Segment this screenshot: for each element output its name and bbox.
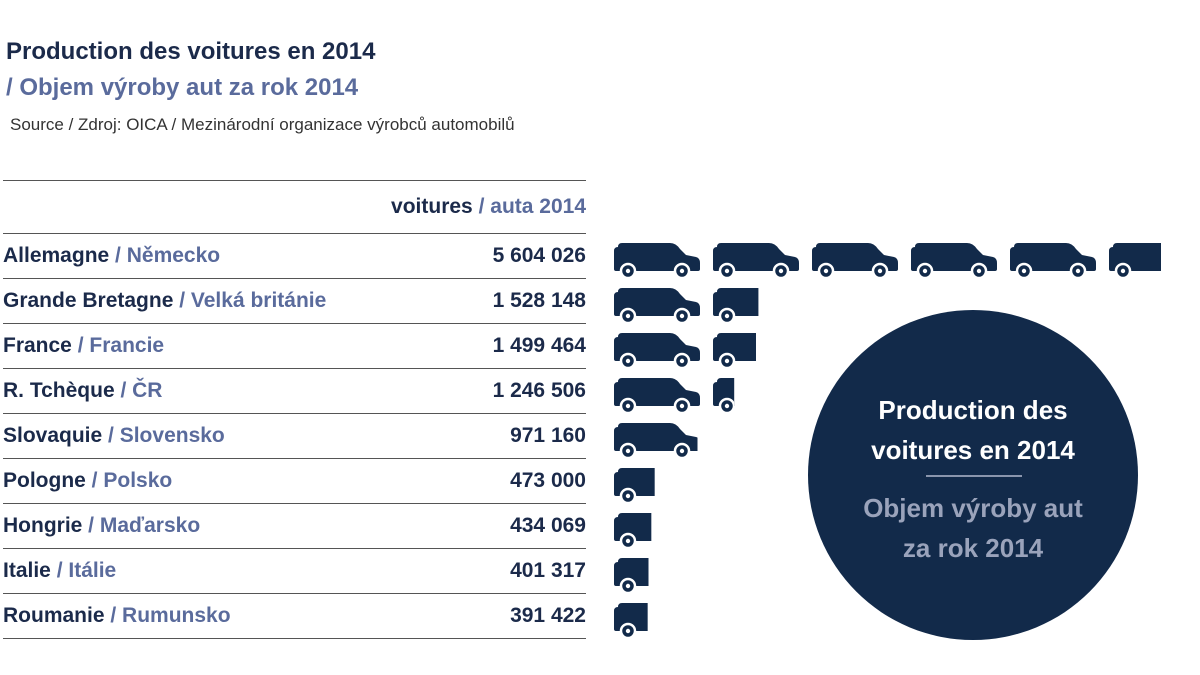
country-sep: / — [71, 334, 90, 357]
badge-line-3: Objem výroby aut — [863, 493, 1083, 523]
car-icon — [614, 603, 648, 640]
country-sep: / — [114, 379, 133, 402]
country-sep: / — [85, 469, 104, 492]
country-name-fr: France — [3, 334, 72, 357]
country-name-cz: Německo — [126, 244, 221, 267]
value-label: 1 528 148 — [492, 289, 586, 312]
country-sep: / — [173, 289, 191, 312]
table-row: Grande Bretagne / Velká británie 1 528 14… — [3, 279, 586, 324]
country-name-fr: R. Tchèque — [3, 379, 115, 402]
country-name-fr: Italie — [3, 559, 51, 582]
car-icon — [713, 378, 735, 415]
country-name-cz: Rumunsko — [122, 604, 231, 627]
badge-title-fr: Production des voitures en 2014 — [808, 390, 1138, 470]
country-name-fr: Allemagne — [3, 244, 110, 267]
column-label-sep: / — [472, 195, 491, 218]
column-label-cz: auta 2014 — [490, 195, 586, 218]
car-icon — [614, 513, 652, 550]
value-label: 1 499 464 — [492, 334, 586, 357]
chart-title: Production des voitures en 2014 — [6, 38, 376, 65]
badge-line-2: voitures en 2014 — [871, 435, 1075, 465]
table-row: Italie / Itálie 401 317 — [3, 549, 586, 594]
badge-title-cz: Objem výroby aut za rok 2014 — [808, 488, 1138, 568]
country-sep: / — [82, 514, 100, 537]
country-label: Hongrie / Maďarsko — [3, 514, 200, 538]
country-name-cz: Velká británie — [190, 289, 327, 312]
value-label: 5 604 026 — [492, 244, 586, 267]
table-row: Hongrie / Maďarsko 434 069 — [3, 504, 586, 549]
summary-badge: Production des voitures en 2014 Objem vý… — [808, 310, 1138, 640]
car-icon — [713, 288, 759, 325]
table-header: voitures / auta 2014 — [3, 180, 586, 234]
country-sep: / — [102, 424, 120, 447]
value-label: 971 160 — [510, 424, 586, 447]
table-row: Slovaquie / Slovensko 971 160 — [3, 414, 586, 459]
car-icon — [614, 423, 698, 460]
value-label: 401 317 — [510, 559, 586, 582]
country-name-fr: Slovaquie — [3, 424, 103, 447]
table-row: France / Francie 1 499 464 — [3, 324, 586, 369]
car-icon — [614, 243, 700, 280]
badge-line-1: Production des — [878, 395, 1068, 425]
table-row: Allemagne / Německo 5 604 026 — [3, 234, 586, 279]
car-icon — [713, 243, 799, 280]
chart-subtitle: / Objem výroby aut za rok 2014 — [6, 74, 359, 101]
country-name-cz: Slovensko — [119, 424, 225, 447]
source-note: Source / Zdroj: OICA / Mezinárodní organ… — [10, 115, 515, 134]
country-label: Roumanie / Rumunsko — [3, 604, 231, 628]
country-label: Grande Bretagne / Velká británie — [3, 289, 326, 313]
table-row: Pologne / Polsko 473 000 — [3, 459, 586, 504]
car-icon — [713, 333, 756, 370]
country-label: France / Francie — [3, 334, 164, 358]
country-name-cz: Francie — [89, 334, 165, 357]
car-icon — [614, 468, 655, 505]
badge-line-4: za rok 2014 — [902, 533, 1044, 563]
production-table: voitures / auta 2014 Allemagne / Německo… — [3, 180, 586, 639]
country-name-cz: Polsko — [103, 469, 173, 492]
car-icon — [812, 243, 898, 280]
car-icon — [614, 558, 649, 595]
country-name-cz: Maďarsko — [99, 514, 201, 537]
country-label: Slovaquie / Slovensko — [3, 424, 225, 448]
car-icon — [614, 288, 700, 325]
value-label: 434 069 — [510, 514, 586, 537]
table-row: R. Tchèque / ČR 1 246 506 — [3, 369, 586, 414]
badge-divider — [926, 475, 1022, 477]
car-icon — [911, 243, 997, 280]
value-label: 391 422 — [510, 604, 586, 627]
country-name-fr: Roumanie — [3, 604, 105, 627]
country-name-cz: ČR — [132, 379, 163, 402]
value-label: 1 246 506 — [492, 379, 586, 402]
country-name-fr: Pologne — [3, 469, 86, 492]
country-name-fr: Hongrie — [3, 514, 83, 537]
car-icon — [614, 333, 700, 370]
value-label: 473 000 — [510, 469, 586, 492]
car-icon — [614, 378, 700, 415]
country-name-cz: Itálie — [68, 559, 117, 582]
column-label-fr: voitures — [391, 195, 473, 218]
car-icon — [1109, 243, 1161, 280]
country-label: Allemagne / Německo — [3, 244, 220, 268]
country-sep: / — [104, 604, 123, 627]
country-label: Italie / Itálie — [3, 559, 116, 583]
car-icon — [1010, 243, 1096, 280]
table-body: Allemagne / Německo 5 604 026 Grande Breta… — [3, 234, 586, 639]
country-label: R. Tchèque / ČR — [3, 379, 162, 403]
country-sep: / — [50, 559, 69, 582]
country-name-fr: Grande Bretagne — [3, 289, 174, 312]
country-label: Pologne / Polsko — [3, 469, 172, 493]
country-sep: / — [109, 244, 127, 267]
table-row: Roumanie / Rumunsko 391 422 — [3, 594, 586, 639]
